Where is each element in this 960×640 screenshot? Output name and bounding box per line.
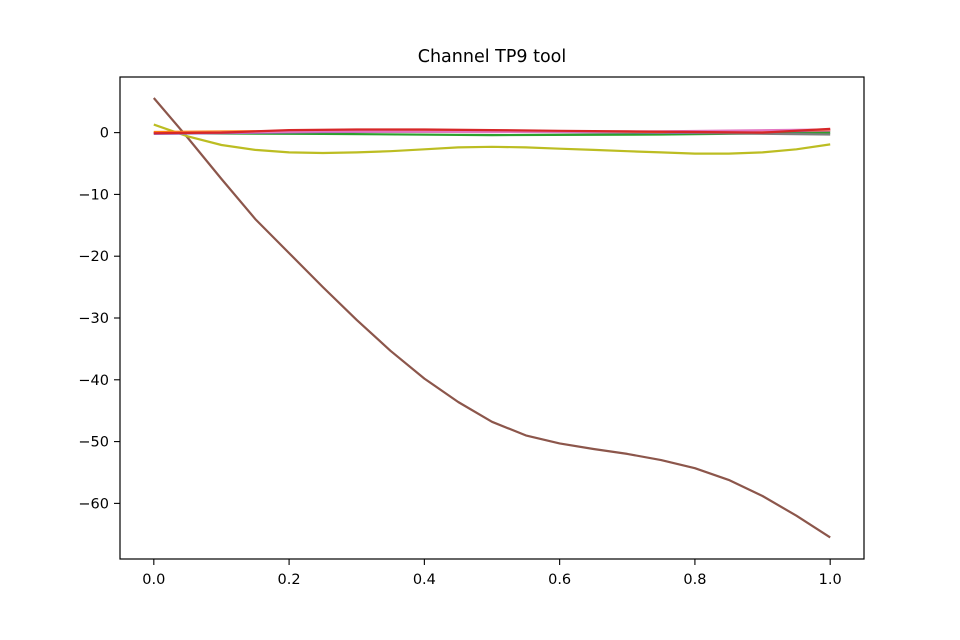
x-tick-label: 0.6 — [548, 572, 571, 588]
chart-title: Channel TP9 tool — [418, 47, 567, 67]
y-tick-label: −50 — [78, 435, 109, 451]
y-tick-label: −40 — [78, 373, 109, 389]
x-tick-label: 0.8 — [683, 572, 706, 588]
series-line-1 — [153, 123, 831, 155]
series-line-7 — [153, 127, 831, 135]
y-tick-label: −30 — [78, 311, 109, 327]
axis-layer: 0.0 0.2 0.4 0.6 0.8 1.0 0 −10 −20 −30 −40 −50 −60 — [78, 126, 841, 588]
y-tick-label: −60 — [78, 496, 109, 512]
x-tick-label: 0.4 — [413, 572, 436, 588]
series-line-0 — [152, 97, 831, 539]
y-tick-label: 0 — [100, 126, 109, 142]
x-tick-label: 0.0 — [142, 572, 165, 588]
x-tick-label: 1.0 — [819, 572, 842, 588]
x-tick-label: 0.2 — [278, 572, 301, 588]
series-layer — [152, 97, 831, 539]
plot-frame — [119, 76, 865, 560]
y-tick-label: −20 — [78, 249, 109, 265]
y-tick-label: −10 — [78, 187, 109, 203]
